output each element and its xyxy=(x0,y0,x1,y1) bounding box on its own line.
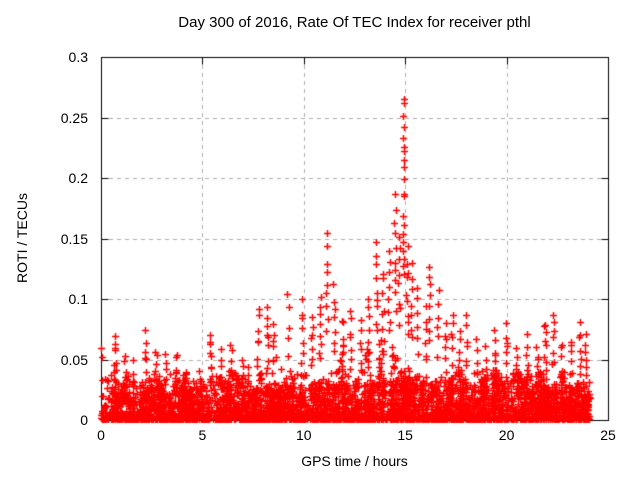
chart-title: Day 300 of 2016, Rate Of TEC Index for r… xyxy=(178,14,531,31)
x-axis-title: GPS time / hours xyxy=(301,453,408,469)
y-tick-label-0: 0 xyxy=(80,412,88,428)
x-tick-label-20: 20 xyxy=(498,427,515,443)
y-tick-label-0.25: 0.25 xyxy=(60,109,88,126)
x-tick-label-10: 10 xyxy=(296,427,312,443)
y-tick-label-0.3: 0.3 xyxy=(68,49,88,65)
x-tick-label-25: 25 xyxy=(600,427,616,443)
x-tick-label-0: 0 xyxy=(97,427,105,443)
y-tick-label-0.2: 0.2 xyxy=(68,170,88,186)
y-tick-label-0.15: 0.15 xyxy=(60,230,88,247)
y-axis-title: ROTI / TECUs xyxy=(14,193,30,283)
x-tick-label-15: 15 xyxy=(397,427,413,443)
y-tick-label-0.1: 0.1 xyxy=(68,291,88,307)
x-tick-label-5: 5 xyxy=(198,427,207,443)
y-tick-label-0.05: 0.05 xyxy=(60,351,88,368)
